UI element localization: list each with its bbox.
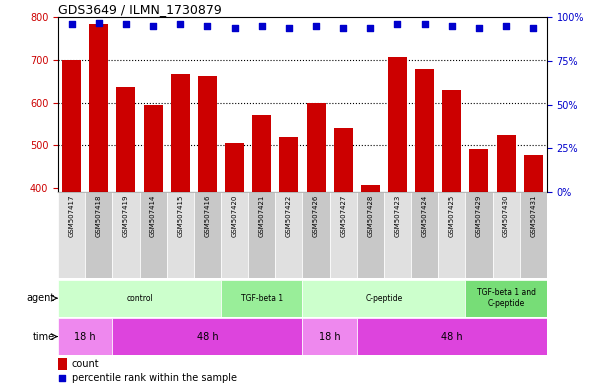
Text: agent: agent — [27, 293, 55, 303]
Bar — [411, 192, 438, 278]
Point — [230, 25, 240, 31]
Text: percentile rank within the sample: percentile rank within the sample — [71, 373, 236, 383]
Text: GSM507425: GSM507425 — [449, 195, 455, 237]
Bar — [112, 192, 139, 278]
Text: count: count — [71, 359, 100, 369]
Point — [447, 23, 456, 29]
Text: 48 h: 48 h — [441, 331, 463, 342]
Bar — [252, 115, 271, 192]
Bar — [302, 280, 466, 317]
Bar — [302, 192, 329, 278]
Bar — [329, 192, 357, 278]
Bar — [225, 143, 244, 192]
Bar — [194, 192, 221, 278]
Text: TGF-beta 1: TGF-beta 1 — [241, 294, 283, 303]
Text: GSM507417: GSM507417 — [68, 195, 75, 237]
Text: GSM507423: GSM507423 — [395, 195, 400, 237]
Bar — [117, 87, 136, 192]
Text: GSM507430: GSM507430 — [503, 195, 509, 237]
Text: TGF-beta 1 and
C-peptide: TGF-beta 1 and C-peptide — [477, 288, 536, 308]
Bar — [139, 192, 167, 278]
Bar — [170, 74, 190, 192]
Text: GSM507415: GSM507415 — [177, 195, 183, 237]
Text: 18 h: 18 h — [319, 331, 340, 342]
Bar — [357, 318, 547, 355]
Text: GSM507421: GSM507421 — [258, 195, 265, 237]
Point — [257, 23, 266, 29]
Bar — [62, 60, 81, 192]
Bar — [469, 149, 488, 192]
Text: GSM507427: GSM507427 — [340, 195, 346, 237]
Bar — [58, 318, 112, 355]
Bar — [198, 76, 217, 192]
Text: GSM507429: GSM507429 — [476, 195, 482, 237]
Bar — [384, 192, 411, 278]
Bar — [357, 192, 384, 278]
Bar — [388, 57, 407, 192]
Text: GSM507422: GSM507422 — [286, 195, 292, 237]
Bar — [248, 192, 276, 278]
Text: time: time — [33, 331, 55, 342]
Point — [202, 23, 212, 29]
Text: GSM507419: GSM507419 — [123, 195, 129, 237]
Text: control: control — [126, 294, 153, 303]
Point — [393, 21, 403, 27]
Bar — [524, 155, 543, 192]
Point — [311, 23, 321, 29]
Text: GSM507420: GSM507420 — [232, 195, 238, 237]
Bar — [334, 128, 353, 192]
Bar — [497, 135, 516, 192]
Bar — [279, 137, 298, 192]
Text: GDS3649 / ILMN_1730879: GDS3649 / ILMN_1730879 — [58, 3, 222, 16]
Bar — [112, 318, 302, 355]
Text: GSM507416: GSM507416 — [205, 195, 210, 237]
Bar — [520, 192, 547, 278]
Bar — [276, 192, 302, 278]
Point — [94, 20, 104, 26]
Bar — [89, 24, 108, 192]
Bar — [466, 280, 547, 317]
Bar — [438, 192, 466, 278]
Text: GSM507426: GSM507426 — [313, 195, 319, 237]
Point — [501, 23, 511, 29]
Bar — [144, 105, 163, 192]
Point — [529, 25, 538, 31]
Point — [420, 21, 430, 27]
Bar — [58, 192, 85, 278]
Text: 18 h: 18 h — [75, 331, 96, 342]
Bar — [85, 192, 112, 278]
Bar — [415, 69, 434, 192]
Bar — [167, 192, 194, 278]
Text: GSM507424: GSM507424 — [422, 195, 428, 237]
Text: GSM507428: GSM507428 — [367, 195, 373, 237]
Bar — [58, 358, 67, 370]
Bar — [221, 192, 248, 278]
Point — [67, 21, 76, 27]
Point — [338, 25, 348, 31]
Text: GSM507431: GSM507431 — [530, 195, 536, 237]
Bar — [466, 192, 492, 278]
Text: 48 h: 48 h — [197, 331, 218, 342]
Point — [57, 375, 67, 381]
Point — [474, 25, 484, 31]
Text: GSM507418: GSM507418 — [96, 195, 102, 237]
Text: GSM507414: GSM507414 — [150, 195, 156, 237]
Point — [175, 21, 185, 27]
Point — [284, 25, 294, 31]
Point — [365, 25, 375, 31]
Bar — [361, 185, 380, 192]
Bar — [492, 192, 520, 278]
Bar — [307, 103, 326, 192]
Text: C-peptide: C-peptide — [365, 294, 403, 303]
Bar — [58, 280, 221, 317]
Bar — [302, 318, 357, 355]
Bar — [221, 280, 302, 317]
Bar — [442, 90, 461, 192]
Point — [121, 21, 131, 27]
Point — [148, 23, 158, 29]
